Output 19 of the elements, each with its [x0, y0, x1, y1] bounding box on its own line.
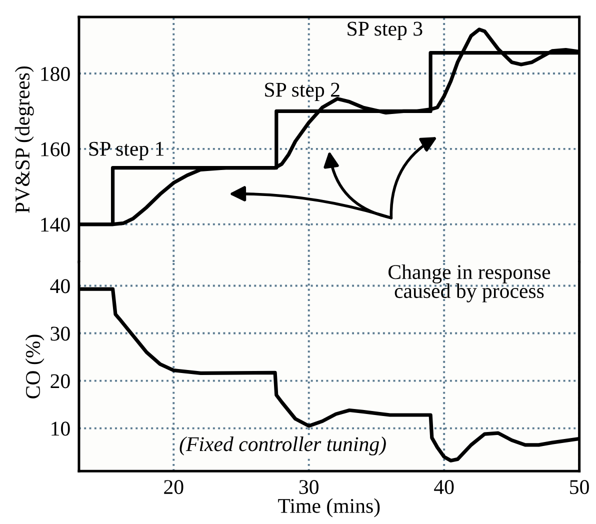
- y-tick-label: 160: [41, 142, 70, 156]
- annotation: SP step 2: [265, 82, 340, 102]
- y-tick-label: 140: [41, 218, 70, 232]
- y-tick-label: 10: [52, 422, 70, 436]
- x-tick-label: 20: [164, 480, 184, 494]
- y-tick-label: 30: [50, 326, 70, 341]
- x-tick-label: 30: [299, 480, 318, 494]
- y-tick-label: 180: [41, 66, 70, 81]
- y-axis-title: CO (%): [25, 334, 44, 398]
- x-tick-label: 50: [570, 480, 589, 494]
- y-axis-title: PV&SP (degrees): [14, 66, 34, 213]
- annotation: SP step 3: [348, 22, 422, 40]
- annotation: SP step 1: [89, 142, 164, 160]
- annotation: Change in response caused by process: [388, 264, 550, 302]
- annotation: (Fixed controller tuning): [180, 436, 386, 456]
- y-tick-label: 40: [50, 279, 70, 294]
- x-axis-title: Time (mins): [278, 498, 380, 518]
- x-tick-label: 40: [434, 480, 454, 494]
- y-tick-label: 20: [50, 374, 70, 388]
